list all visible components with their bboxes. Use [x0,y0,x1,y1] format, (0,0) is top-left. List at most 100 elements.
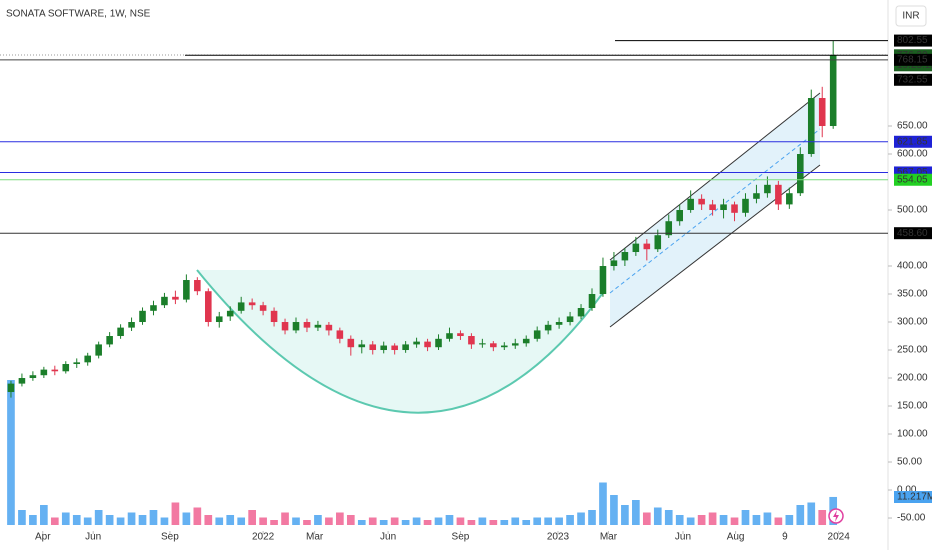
volume-bar [61,512,70,525]
candle-body [424,341,431,348]
volume-bar [314,515,322,525]
volume-bar [303,520,311,525]
volume-bar [248,510,256,525]
volume-bar [719,515,728,525]
volume-bar [434,517,443,525]
volume-bar [642,512,651,525]
price-label: 567.05 [897,167,928,178]
volume-bar [281,512,289,525]
volume-bar [127,512,136,525]
volume-bar [182,512,191,525]
y-tick-label: 100.00 [897,429,928,440]
candle-body [95,344,102,356]
candle-body [610,260,618,267]
candle-body [391,345,398,351]
candle-body [7,383,15,393]
x-tick-label: Jun [675,532,691,543]
y-tick-label: -50.00 [897,513,926,524]
volume-bar [270,520,278,525]
volume-bar [610,495,618,525]
volume-bar [29,515,37,525]
cup-shade [197,270,605,413]
volume-bar [336,512,344,525]
volume-bar [237,517,246,525]
candle-body [106,336,113,345]
chart-title: SONATA SOFTWARE, 1W, NSE [6,9,151,20]
x-tick-label: Apr [35,532,51,543]
candle-body [435,338,442,348]
volume-bar [116,517,125,525]
volume-bar [796,505,805,525]
candle-body [73,362,81,365]
candle-body [402,344,409,351]
candle-body [786,193,793,205]
price-label: 768.15 [897,54,928,65]
volume-bar [533,517,542,525]
x-tick-label: 2024 [828,532,851,543]
candle-body [577,308,585,317]
candle-body [446,333,453,339]
volume-bar [478,517,487,525]
candle-body [632,243,640,253]
candle-body [479,343,486,345]
volume-bar [226,515,235,525]
price-label: 621.85 [897,136,928,147]
candle-body [128,322,135,328]
y-tick-label: 150.00 [897,401,928,412]
currency-box[interactable] [895,5,927,27]
candle-body [457,333,464,337]
volume-bar [774,517,783,525]
volume-bar [577,512,585,525]
currency[interactable]: INR [902,11,919,22]
candle-body [818,98,826,127]
volume-bar [566,515,574,525]
candle-body [555,322,563,325]
candle-body [468,336,475,345]
candle-body [292,322,300,331]
candle-body [84,355,91,363]
candle-body [511,343,519,346]
volume-bar [292,517,300,525]
candle-body [720,204,727,211]
candle-body [490,343,497,348]
candle-body [676,210,683,222]
volume-bar [621,505,629,525]
candle-body [51,369,59,372]
candle-body [29,375,37,379]
candle-body [599,266,607,295]
volume-bar [522,520,531,525]
candle-body [709,204,716,211]
candle-body [259,305,267,311]
volume-bar [741,510,750,525]
volume-bar [325,517,333,525]
y-tick-label: 500.00 [897,205,928,216]
volume-bar [368,517,377,525]
candle-body [807,98,815,155]
candle-body [501,345,508,348]
x-tick-label: 2023 [547,532,570,543]
candle-body [687,198,694,211]
volume-bar [632,500,640,525]
volume-bar [357,520,366,525]
x-tick-label: Sep [452,532,470,543]
alert-bolt [833,510,839,522]
y-tick-label: 300.00 [897,317,928,328]
candle-body [533,330,541,339]
candle-body [698,198,705,205]
price-label-box [894,135,932,148]
candle-body [205,291,212,323]
volume-bar [588,510,596,525]
candle-body [183,280,190,300]
candle-body [742,198,749,213]
price-label-box [894,227,932,240]
volume-bar [149,510,158,525]
volume-bar [445,515,454,525]
volume-bar [785,515,794,525]
volume-bar [346,515,355,525]
volume-bar [763,512,772,525]
volume-bar [467,520,476,525]
y-tick-label: 600.00 [897,149,928,160]
volume-bar [423,520,432,525]
volume-bar [50,517,59,525]
volume-bar [653,507,662,525]
